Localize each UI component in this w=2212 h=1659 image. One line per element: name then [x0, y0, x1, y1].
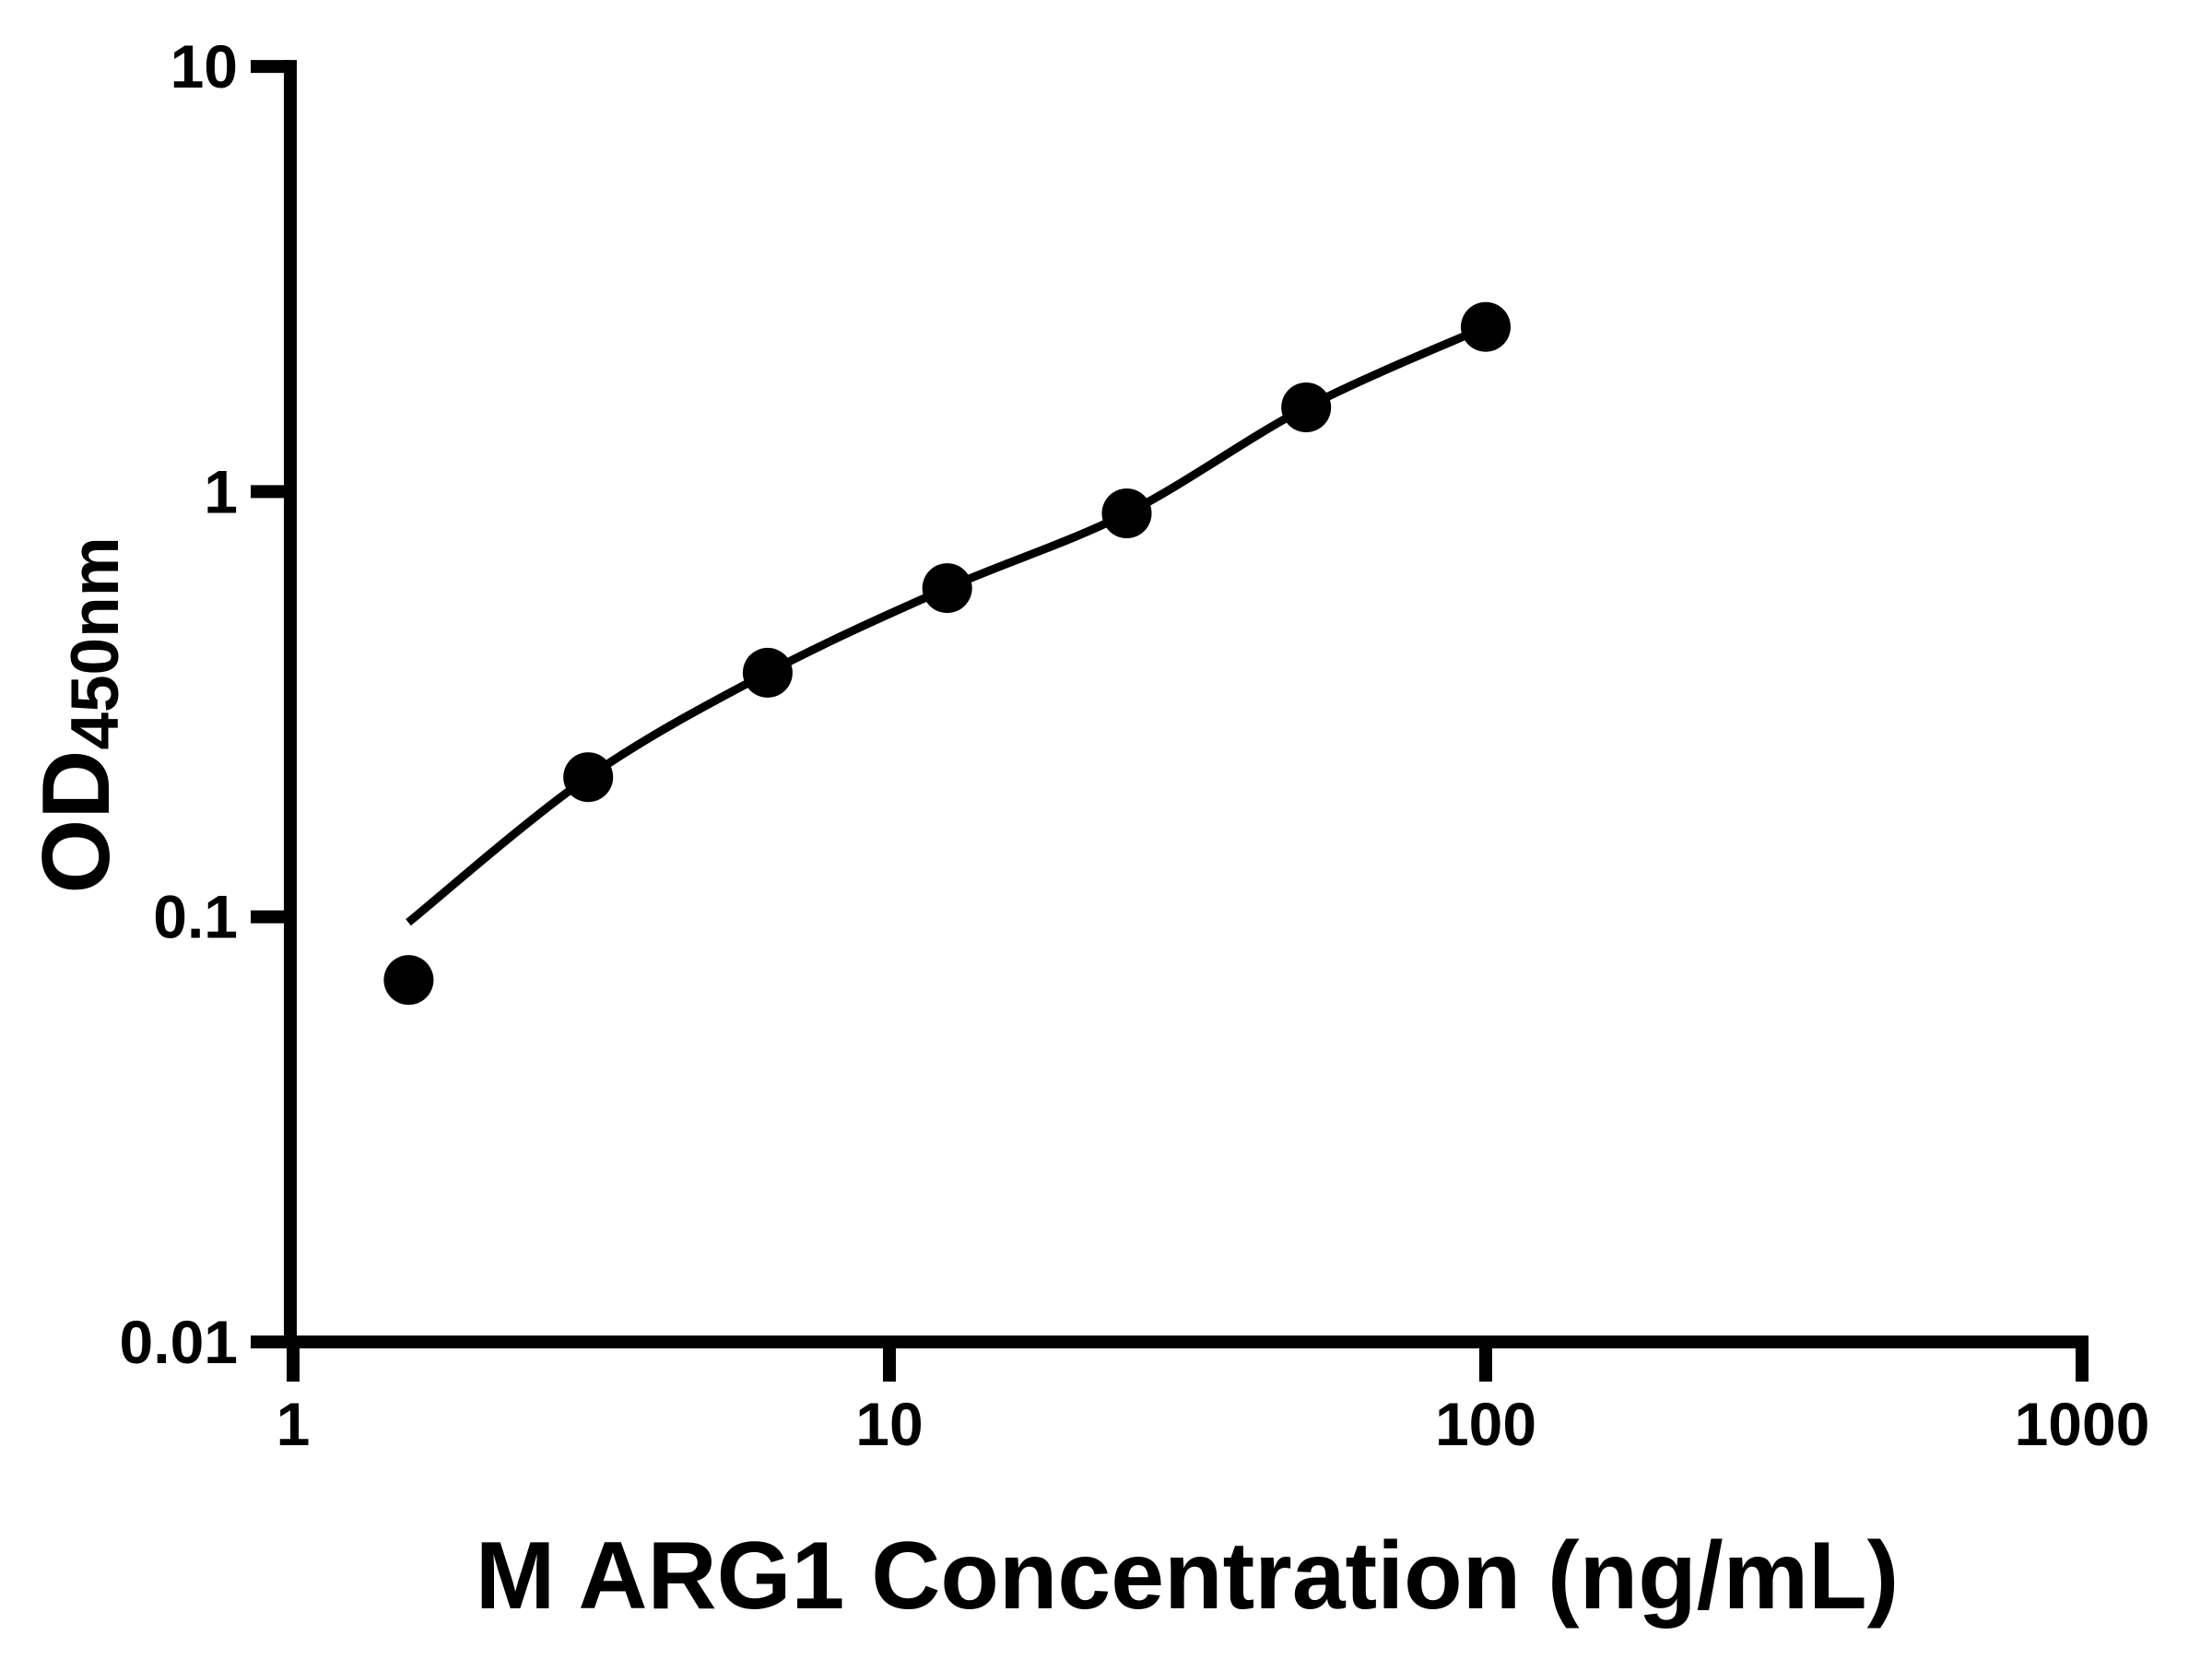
x-tick-label: 100	[1435, 1390, 1536, 1458]
data-points-group	[383, 301, 1511, 1006]
data-point-2	[563, 752, 614, 803]
y-axis-title-main: OD	[23, 750, 130, 894]
y-tick-label: 0.01	[120, 1308, 238, 1376]
y-tick-label: 0.1	[153, 883, 238, 951]
y-axis: 10 1 0.1 0.01	[120, 32, 297, 1376]
y-axis-title: OD450nm	[23, 536, 133, 893]
y-tick-label: 1	[204, 457, 238, 525]
data-point-4	[922, 563, 972, 614]
data-point-1	[383, 955, 434, 1006]
data-point-3	[742, 647, 793, 698]
data-point-7	[1461, 301, 1511, 352]
x-tick-label: 1	[276, 1390, 311, 1458]
data-point-6	[1281, 382, 1332, 432]
x-tick-label: 10	[855, 1390, 923, 1458]
x-tick-label: 1000	[2015, 1390, 2150, 1458]
x-axis-title: M ARG1 Concentration (ng/mL)	[476, 1523, 1900, 1630]
y-tick-label: 10	[171, 32, 238, 100]
data-point-5	[1101, 488, 1152, 538]
y-axis-title-sub: 450nm	[58, 536, 133, 749]
x-axis: 1 10 100 1000	[276, 1335, 2150, 1458]
